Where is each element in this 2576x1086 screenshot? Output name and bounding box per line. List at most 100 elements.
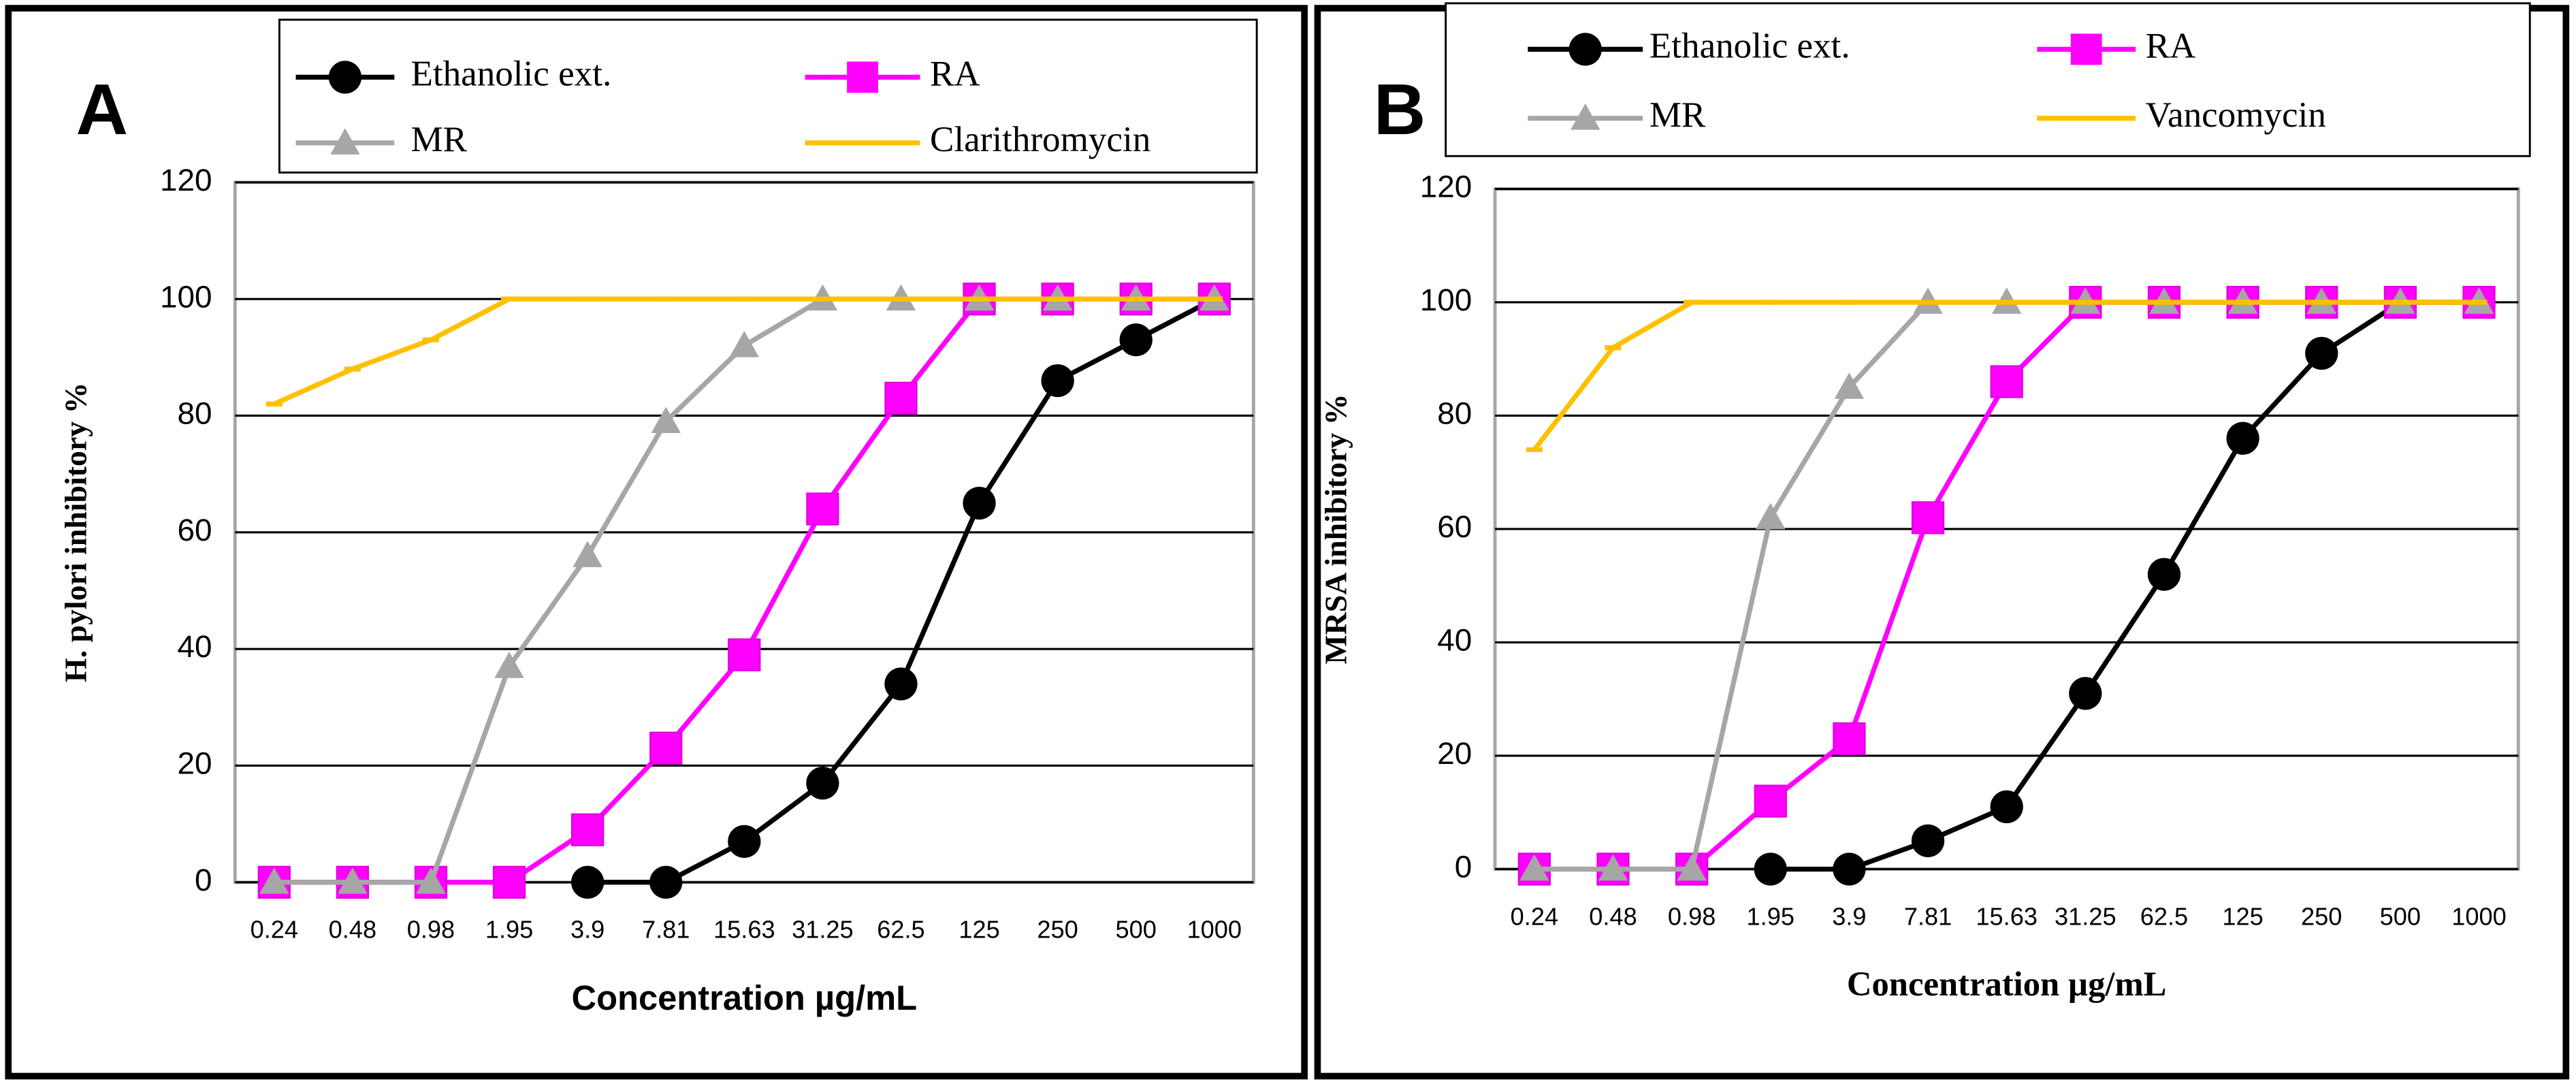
y-tick-label: 100 (160, 279, 212, 314)
marker-triangle (1834, 372, 1865, 399)
legend-marker (330, 128, 360, 155)
panel-label: B (1374, 69, 1426, 150)
x-tick-label: 1.95 (485, 916, 533, 944)
y-tick-label: 60 (1437, 509, 1472, 544)
marker-square (806, 492, 839, 526)
x-axis-title: Concentration µg/mL (571, 978, 917, 1017)
marker-circle (1990, 790, 2023, 824)
marker-triangle (651, 406, 681, 433)
marker-circle (2226, 421, 2259, 455)
panel-frame (5, 5, 1308, 1080)
x-tick-label: 250 (1037, 916, 1078, 944)
marker-circle (1754, 852, 1787, 886)
y-tick-label: 100 (1420, 283, 1472, 317)
x-tick-label: 125 (959, 916, 999, 944)
marker-circle (1833, 852, 1866, 886)
x-tick-label: 0.48 (1589, 902, 1637, 930)
x-tick-label: 125 (2222, 902, 2263, 930)
x-tick-label: 0.24 (251, 916, 298, 944)
legend-marker (1571, 103, 1600, 130)
legend-box (1445, 2, 2531, 157)
legend-label: RA (2146, 27, 2196, 66)
x-tick-label: 3.9 (1832, 902, 1866, 930)
x-tick-label: 0.48 (329, 916, 376, 944)
marker-square (1990, 365, 2023, 398)
marker-triangle (416, 867, 446, 894)
x-tick-label: 31.25 (2055, 902, 2116, 930)
y-tick-label: 40 (1437, 623, 1472, 658)
legend-marker (2070, 33, 2102, 65)
marker-circle (806, 767, 839, 800)
x-tick-label: 62.5 (2140, 902, 2188, 930)
marker-triangle (729, 330, 760, 357)
y-axis-title: MRSA inhibitory % (1318, 394, 1353, 664)
legend-marker (1568, 33, 1602, 66)
legend-marker (847, 61, 878, 93)
x-tick-label: 1000 (1187, 916, 1242, 944)
marker-square (884, 381, 918, 415)
x-tick-label: 62.5 (877, 916, 924, 944)
y-tick-label: 40 (177, 629, 212, 664)
marker-triangle (1756, 502, 1786, 530)
marker-circle (963, 486, 996, 520)
y-tick-label: 120 (1420, 170, 1472, 204)
y-tick-label: 120 (160, 163, 212, 197)
legend-label: Ethanolic ext. (410, 54, 611, 94)
marker-circle (649, 865, 683, 899)
marker-circle (1119, 323, 1153, 357)
marker-square (570, 813, 605, 846)
legend-label: RA (930, 54, 980, 94)
legend-label: Ethanolic ext. (1649, 27, 1850, 66)
marker-square (1754, 784, 1787, 818)
marker-square (649, 731, 683, 765)
x-tick-label: 250 (2301, 902, 2342, 930)
x-tick-label: 1000 (2451, 902, 2507, 930)
marker-circle (728, 825, 761, 858)
marker-triangle (494, 652, 524, 678)
legend-label: MR (410, 120, 467, 159)
x-tick-label: 15.63 (713, 916, 775, 944)
x-tick-label: 500 (1116, 916, 1157, 944)
y-tick-label: 80 (1437, 396, 1472, 431)
x-tick-label: 500 (2380, 902, 2421, 930)
marker-square (492, 865, 526, 899)
marker-triangle (1598, 854, 1628, 881)
x-tick-label: 3.9 (570, 916, 605, 944)
marker-circle (1911, 824, 1945, 857)
legend-label: MR (1649, 95, 1706, 135)
y-axis-title: H. pylori inhibitory % (59, 383, 93, 683)
y-tick-label: 80 (177, 396, 212, 431)
y-tick-label: 20 (177, 746, 212, 781)
marker-triangle (1519, 854, 1549, 881)
y-tick-label: 60 (177, 513, 212, 547)
legend-box (278, 18, 1258, 174)
marker-square (1911, 501, 1945, 534)
marker-triangle (259, 867, 289, 894)
y-tick-label: 0 (195, 863, 212, 897)
x-tick-label: 0.98 (1668, 902, 1716, 930)
series-line (1770, 300, 2479, 872)
x-tick-label: 0.24 (1511, 902, 1558, 930)
marker-triangle (573, 541, 602, 567)
legend-label: Clarithromycin (930, 120, 1150, 159)
x-tick-label: 31.25 (792, 916, 854, 944)
marker-circle (2305, 336, 2338, 370)
marker-triangle (1677, 854, 1707, 881)
x-axis-title: Concentration µg/mL (1847, 965, 2167, 1003)
panel-label: A (76, 69, 128, 150)
x-tick-label: 1.95 (1747, 902, 1794, 930)
marker-triangle (338, 867, 368, 894)
marker-circle (570, 865, 605, 899)
x-tick-label: 7.81 (642, 916, 690, 944)
marker-circle (884, 667, 918, 701)
legend-marker (328, 61, 362, 94)
marker-square (1833, 722, 1866, 756)
y-tick-label: 20 (1437, 736, 1472, 771)
marker-circle (1041, 364, 1074, 398)
x-tick-label: 7.81 (1904, 902, 1952, 930)
marker-square (728, 638, 761, 671)
marker-circle (2069, 677, 2102, 710)
x-tick-label: 0.98 (407, 916, 455, 944)
